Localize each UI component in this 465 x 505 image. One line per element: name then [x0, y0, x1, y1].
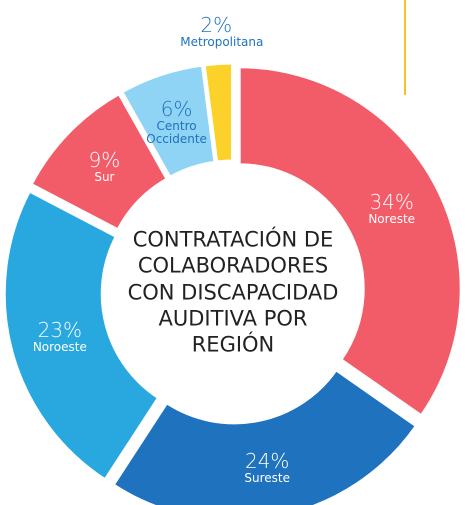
title-line: CON DISCAPACIDAD [127, 279, 339, 304]
chart-title: CONTRATACIÓN DE COLABORADORES CON DISCAPAC… [128, 226, 339, 357]
slice [202, 61, 235, 164]
slice-label: 23% Noroeste [24, 318, 96, 355]
category-label: Sur [94, 170, 115, 185]
slice [29, 91, 170, 232]
title-line: AUDITIVA POR [158, 306, 308, 331]
slice [237, 65, 463, 418]
title-line: COLABORADORES [137, 253, 329, 278]
category-label: Metropolitana [180, 34, 264, 49]
value-label: 2% [200, 12, 233, 37]
title-line: REGIÓN [191, 332, 275, 357]
slice-label: 2% Metropolitana [180, 12, 264, 49]
slice-label: 9% Sur [68, 148, 140, 185]
slice-label: 24% Sureste [231, 448, 303, 485]
category-label: Noroeste [32, 340, 87, 355]
category-label: Sureste [244, 470, 291, 485]
slice [111, 367, 419, 505]
slice-label: 34% Noreste [356, 192, 428, 226]
category-label: Centro Occidente [146, 119, 207, 146]
value-label: 24% [244, 448, 290, 473]
value-label: 9% [88, 148, 121, 173]
category-label: Noreste [368, 212, 416, 227]
slice [119, 63, 217, 180]
value-label: 23% [37, 318, 83, 343]
title-line: CONTRATACIÓN DE [132, 227, 334, 252]
value-label: 6% [160, 97, 193, 122]
value-label: 34% [369, 190, 414, 215]
slice-label: 6% Centro Occidente [141, 99, 213, 145]
slice [2, 189, 161, 482]
